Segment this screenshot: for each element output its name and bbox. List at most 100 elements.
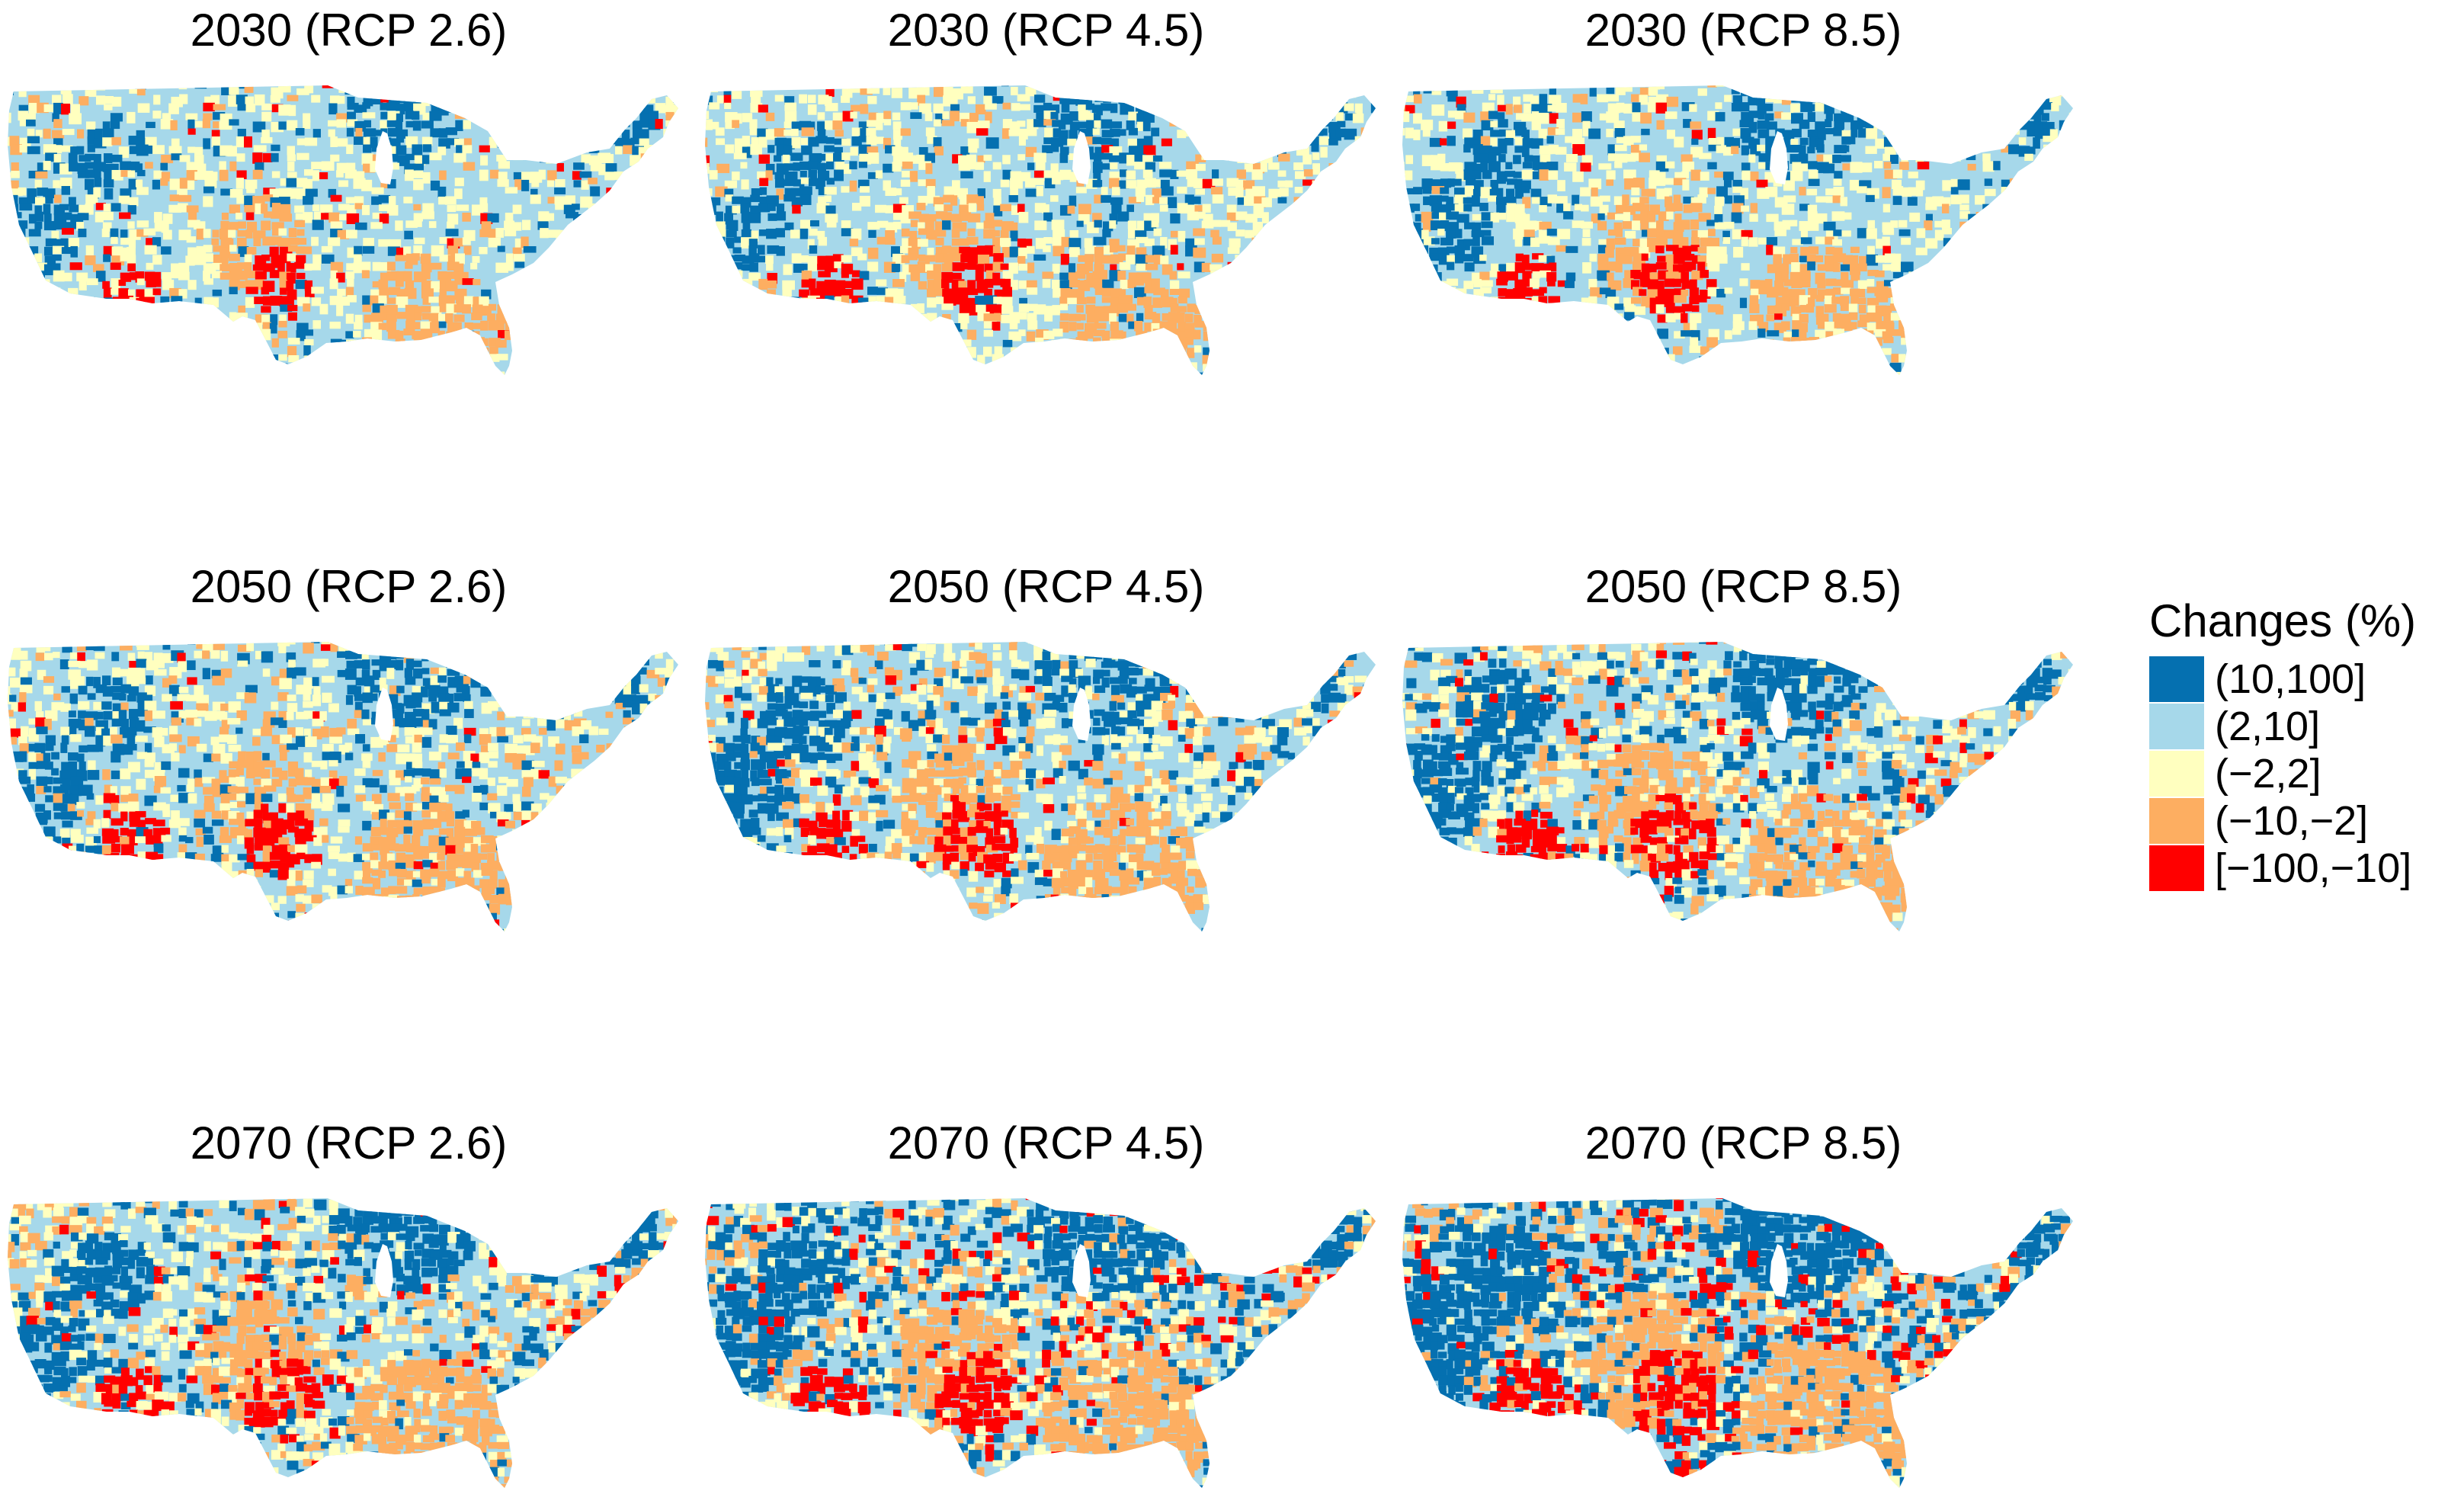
map-cell bbox=[120, 346, 129, 354]
map-cell bbox=[734, 303, 748, 312]
map-cell bbox=[1303, 337, 1317, 348]
map-cell bbox=[504, 330, 515, 341]
map-cell bbox=[817, 162, 826, 174]
map-cell bbox=[925, 264, 937, 272]
map-cell bbox=[10, 230, 19, 237]
map-cell bbox=[1078, 86, 1089, 95]
map-cell bbox=[338, 86, 347, 93]
map-cell bbox=[623, 104, 631, 112]
map-cell bbox=[1624, 178, 1635, 190]
map-cell bbox=[1002, 287, 1013, 297]
map-cell bbox=[1126, 85, 1139, 91]
map-cell bbox=[1557, 180, 1565, 191]
map-cell bbox=[605, 279, 614, 287]
map-cell bbox=[632, 129, 641, 139]
map-cell bbox=[2033, 204, 2043, 214]
map-cell bbox=[967, 213, 981, 223]
map-cell bbox=[8, 289, 11, 298]
map-cell bbox=[832, 112, 846, 122]
map-cell bbox=[1865, 112, 1876, 124]
map-cell bbox=[78, 171, 90, 178]
map-cell bbox=[261, 354, 274, 362]
map-cell bbox=[909, 171, 918, 182]
map-cell bbox=[1490, 212, 1500, 223]
map-cell bbox=[1908, 187, 1919, 196]
map-cell bbox=[2009, 370, 2023, 375]
map-cell bbox=[1311, 87, 1319, 99]
map-cell bbox=[311, 263, 322, 271]
map-cell bbox=[784, 102, 797, 111]
map-cell bbox=[445, 196, 457, 205]
map-cell bbox=[807, 239, 815, 250]
map-cell bbox=[311, 297, 322, 306]
map-cell bbox=[45, 196, 53, 204]
map-cell bbox=[1454, 313, 1463, 322]
map-cell bbox=[1959, 211, 1970, 220]
map-cell bbox=[487, 313, 495, 322]
map-cell bbox=[1639, 289, 1647, 297]
map-cell bbox=[1834, 279, 1843, 287]
map-cell bbox=[1547, 278, 1556, 287]
map-cell bbox=[178, 271, 190, 281]
map-cell bbox=[454, 339, 463, 347]
map-cell bbox=[1000, 179, 1010, 188]
map-cell bbox=[782, 288, 792, 297]
map-cell bbox=[547, 136, 561, 148]
map-cell bbox=[261, 255, 271, 261]
map-cell bbox=[614, 229, 624, 239]
map-cell bbox=[1336, 288, 1347, 299]
map-cell bbox=[277, 238, 291, 247]
map-cell bbox=[1924, 127, 1934, 138]
map-cell bbox=[328, 373, 341, 375]
map-cell bbox=[152, 179, 161, 190]
map-cell bbox=[1490, 120, 1501, 128]
map-cell bbox=[1169, 271, 1178, 280]
map-cell bbox=[893, 295, 906, 304]
map-cell bbox=[103, 371, 115, 375]
map-cell bbox=[975, 271, 984, 281]
map-cell bbox=[1515, 221, 1524, 230]
map-cell bbox=[732, 297, 745, 306]
map-cell bbox=[1456, 104, 1466, 116]
map-cell bbox=[674, 136, 678, 144]
map-cell bbox=[346, 345, 360, 352]
map-cell bbox=[195, 306, 205, 316]
map-cell bbox=[1498, 288, 1507, 297]
map-cell bbox=[1815, 306, 1825, 318]
map-cell bbox=[380, 261, 392, 271]
map-cell bbox=[1521, 146, 1530, 158]
map-cell bbox=[1169, 288, 1183, 296]
map-cell bbox=[1507, 271, 1518, 281]
map-cell bbox=[1958, 137, 1966, 149]
map-cell bbox=[405, 364, 418, 374]
map-cell bbox=[1076, 220, 1084, 227]
map-cell bbox=[135, 179, 143, 188]
map-cell bbox=[1143, 145, 1156, 155]
map-cell bbox=[1850, 364, 1860, 375]
map-cell bbox=[1909, 363, 1919, 372]
map-cell bbox=[546, 180, 555, 188]
map-cell bbox=[346, 339, 357, 348]
map-cell bbox=[1539, 169, 1549, 181]
map-cell bbox=[1059, 146, 1069, 155]
map-cell bbox=[1715, 102, 1722, 109]
map-cell bbox=[841, 346, 850, 354]
map-cell bbox=[1027, 162, 1035, 171]
map-cell bbox=[1251, 320, 1265, 329]
map-cell bbox=[793, 264, 804, 273]
map-cell bbox=[1337, 120, 1346, 127]
map-cell bbox=[1202, 111, 1215, 120]
map-cell bbox=[76, 146, 85, 155]
map-cell bbox=[8, 338, 11, 351]
map-cell bbox=[1145, 337, 1157, 347]
map-cell bbox=[1018, 211, 1029, 223]
map-cell bbox=[539, 87, 550, 97]
map-cell bbox=[1647, 263, 1657, 273]
map-cell bbox=[1798, 289, 1806, 298]
map-cell bbox=[1344, 331, 1353, 342]
map-cell bbox=[1865, 194, 1875, 203]
map-cell bbox=[1346, 155, 1357, 163]
map-cell bbox=[120, 247, 132, 255]
map-cell bbox=[1607, 330, 1616, 339]
map-cell bbox=[556, 229, 566, 239]
